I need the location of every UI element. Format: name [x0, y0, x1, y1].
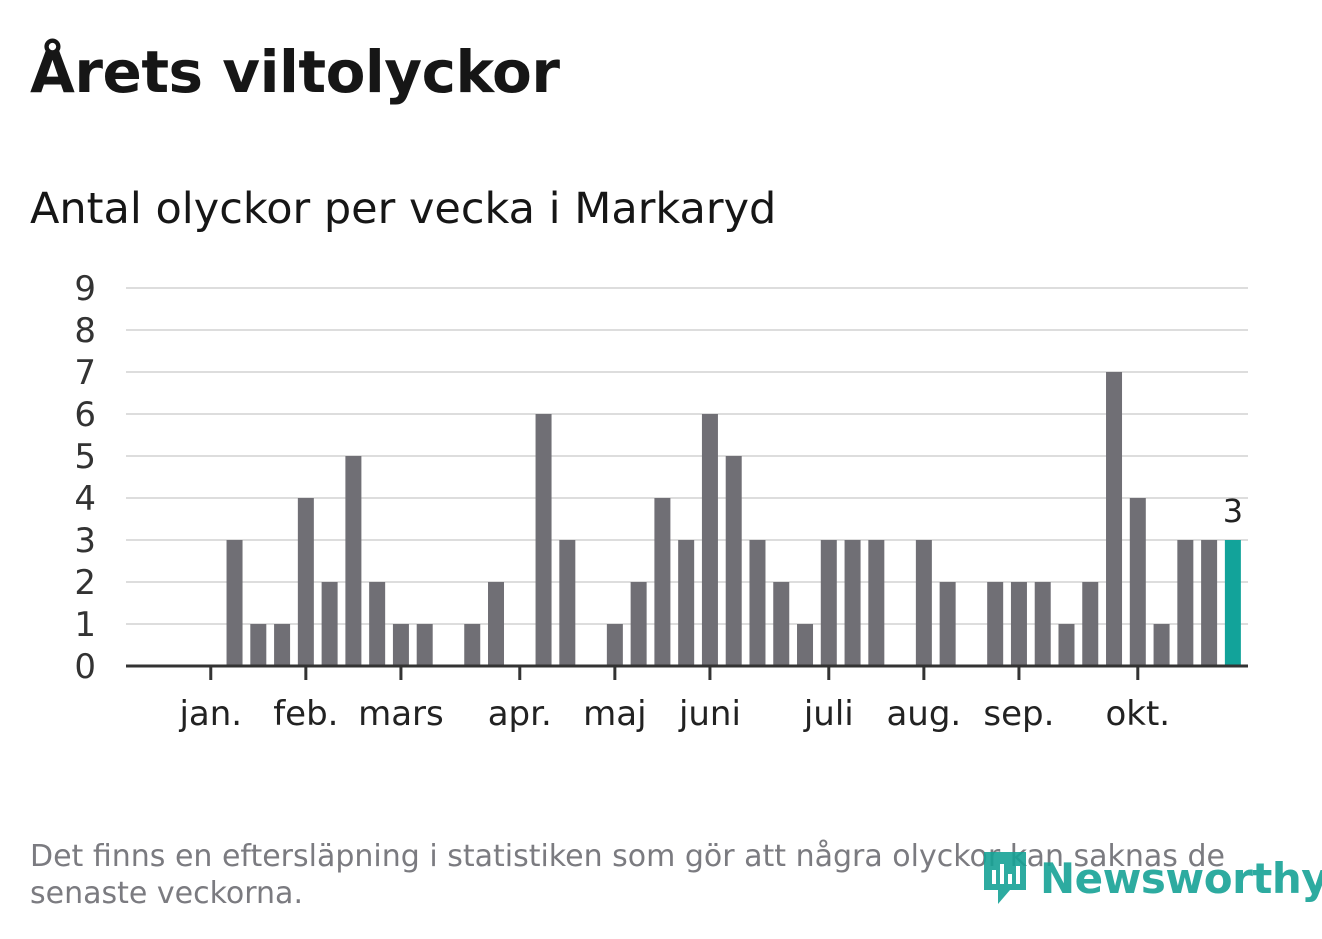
brand-name: Newsworthy [1040, 853, 1322, 903]
x-tick-label: mars [358, 694, 444, 734]
x-tick-label: juni [678, 694, 741, 734]
bar-latest-week [1224, 540, 1241, 666]
x-tick-label: aug. [886, 694, 961, 734]
bar [1153, 624, 1170, 666]
x-axis: jan. feb. mars apr. maj juni juli aug. sep. okt. [126, 664, 1248, 734]
bar [1058, 624, 1075, 666]
x-tick-label: sep. [983, 694, 1054, 734]
bar [797, 624, 814, 666]
bar [392, 624, 409, 666]
x-tick-label: juli [803, 694, 854, 734]
bar [773, 582, 790, 666]
x-tick-label: okt. [1105, 694, 1170, 734]
bar [416, 624, 433, 666]
bar [1177, 540, 1194, 666]
bar [1082, 582, 1099, 666]
bar [868, 540, 885, 666]
y-tick-label: 7 [74, 353, 96, 393]
bar [321, 582, 338, 666]
bar [939, 582, 956, 666]
bar [369, 582, 386, 666]
bar [559, 540, 576, 666]
y-tick-label: 2 [74, 563, 96, 603]
y-tick-label: 6 [74, 395, 96, 435]
bar [749, 540, 766, 666]
x-tick-label: jan. [178, 694, 242, 734]
y-tick-label: 3 [74, 521, 96, 561]
bar [654, 498, 671, 666]
newsworthy-logo-icon [984, 852, 1026, 904]
bar [1106, 372, 1123, 666]
y-tick-label: 9 [74, 269, 96, 309]
bar [488, 582, 505, 666]
y-tick-label: 8 [74, 311, 96, 351]
x-tick-label: feb. [273, 694, 338, 734]
bar [250, 624, 267, 666]
chart-subtitle: Antal olyckor per vecka i Markaryd [30, 184, 777, 234]
bar [1010, 582, 1027, 666]
bar [987, 582, 1004, 666]
bar [226, 540, 243, 666]
bar [820, 540, 837, 666]
bars [226, 372, 1241, 666]
x-tick-label: maj [583, 694, 646, 734]
bar [1201, 540, 1218, 666]
data-labels: 3 [1223, 492, 1243, 530]
bar [345, 456, 362, 666]
bar [678, 540, 695, 666]
bar [464, 624, 481, 666]
chart-title: Årets viltolyckor [30, 38, 560, 106]
bar [630, 582, 647, 666]
bar [701, 414, 718, 666]
bar [1129, 498, 1146, 666]
newsworthy-logo: Newsworthy [980, 846, 1322, 910]
latest-value-label: 3 [1223, 492, 1243, 530]
y-tick-label: 4 [74, 479, 96, 519]
bar [725, 456, 742, 666]
bar [844, 540, 861, 666]
bar [297, 498, 314, 666]
y-tick-label: 0 [74, 647, 96, 687]
bar [606, 624, 623, 666]
bar [274, 624, 291, 666]
x-tick-label: apr. [488, 694, 552, 734]
bar [1034, 582, 1051, 666]
y-tick-label: 1 [74, 605, 96, 645]
bar [535, 414, 552, 666]
y-tick-label: 5 [74, 437, 96, 477]
bar [915, 540, 932, 666]
